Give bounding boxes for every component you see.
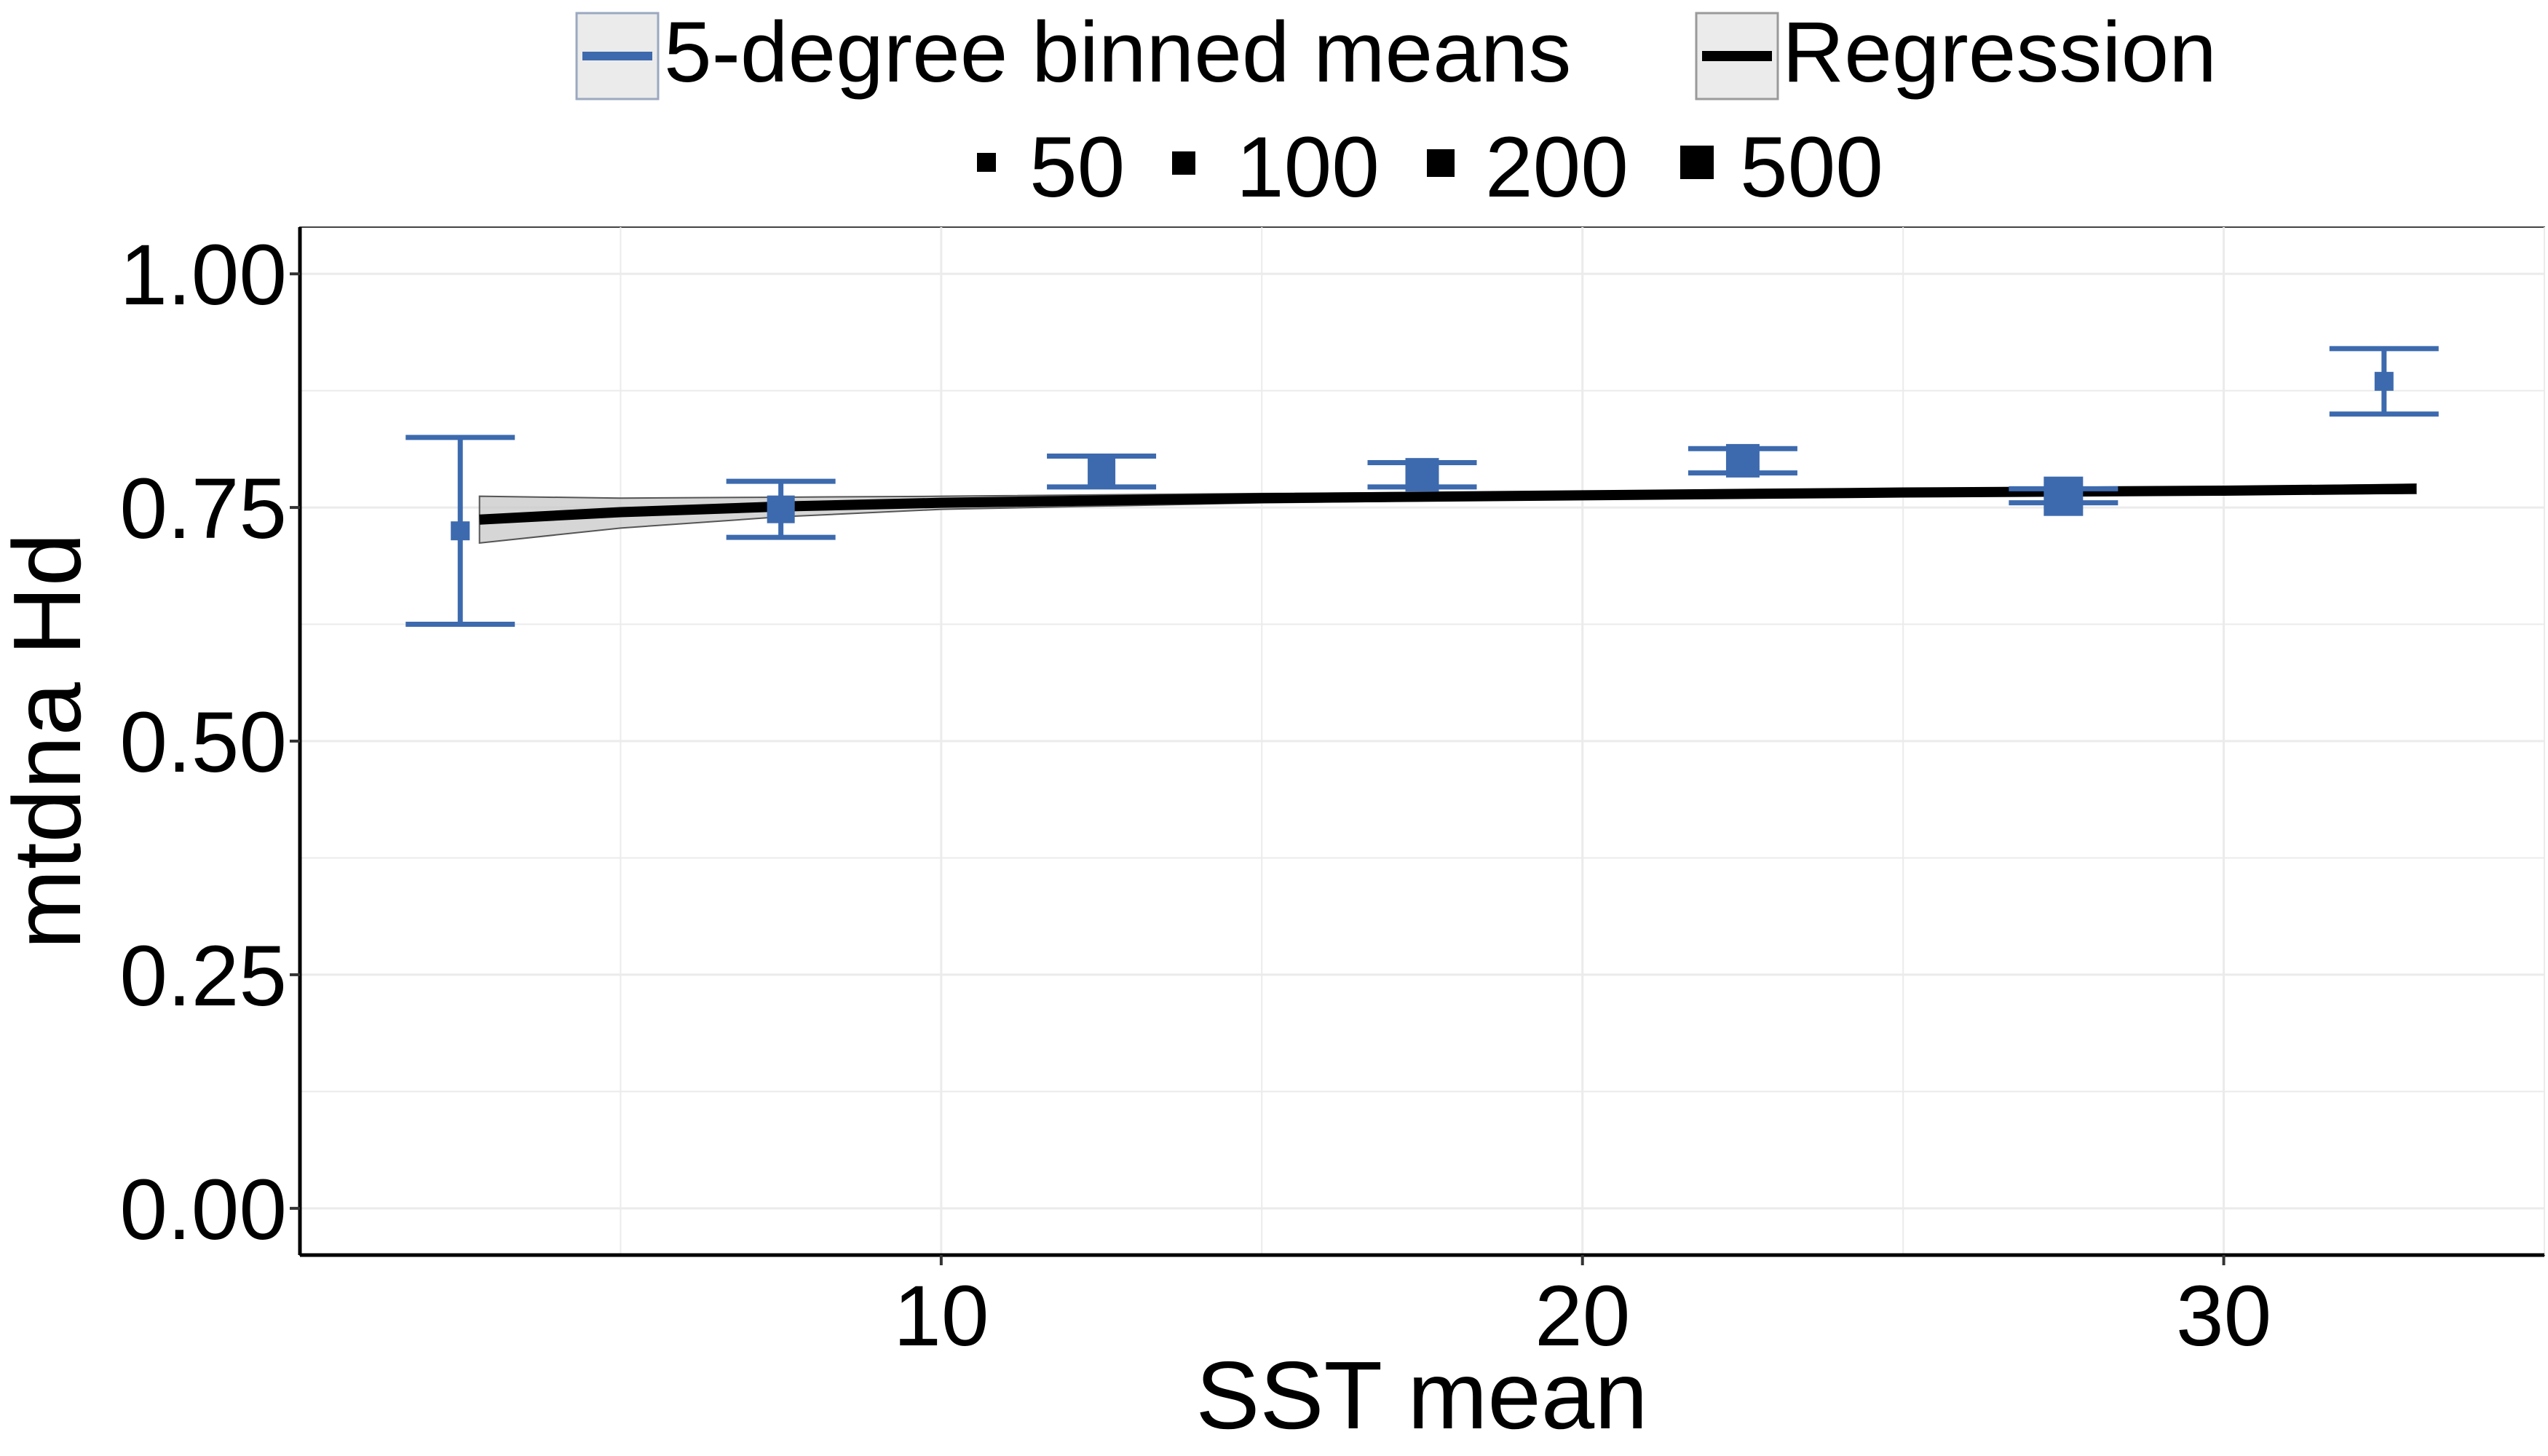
- legend-label-regression: Regression: [1782, 4, 2217, 100]
- legend-size-marker-100: [1172, 151, 1195, 175]
- grid: [300, 227, 2545, 1255]
- y-tick-label: 0.00: [119, 1162, 287, 1258]
- legend-size-label-100: 100: [1236, 119, 1380, 215]
- binned-mean-point-4: [1405, 458, 1439, 492]
- binned-mean-point-6: [2043, 476, 2084, 516]
- legend-size-marker-500: [1680, 146, 1714, 179]
- binned-mean-point-2: [767, 495, 795, 523]
- legend-row-series: 5-degree binned means Regression: [575, 4, 2217, 100]
- x-axis-title: SST mean: [1195, 1342, 1647, 1449]
- legend-row-size: 50 100 200 500: [977, 119, 1883, 215]
- legend-size-marker-200: [1427, 149, 1455, 177]
- binned-mean-point-5: [1725, 443, 1760, 478]
- legend-size-label-200: 200: [1485, 119, 1629, 215]
- binned-mean-point-7: [2374, 371, 2394, 391]
- legend: 5-degree binned means Regression 50 100 …: [575, 4, 2217, 215]
- legend-size-label-50: 50: [1029, 119, 1125, 215]
- legend-label-binned-means: 5-degree binned means: [664, 4, 1571, 100]
- x-tick-label: 10: [893, 1268, 989, 1364]
- y-tick-label: 0.50: [119, 695, 287, 791]
- y-tick-label: 0.75: [119, 461, 287, 557]
- binned-means-layer: [405, 346, 2439, 628]
- y-tick-label: 1.00: [119, 227, 287, 323]
- y-axis-ticks: 0.00 0.25 0.50 0.75 1.00: [119, 227, 300, 1258]
- legend-item-regression: Regression: [1695, 4, 2217, 100]
- y-tick-label: 0.25: [119, 928, 287, 1024]
- binned-mean-point-3: [1088, 458, 1116, 486]
- x-tick-label: 20: [1535, 1268, 1630, 1364]
- x-axis-ticks: 10 20 30: [893, 1255, 2271, 1364]
- binned-mean-point-1: [451, 521, 470, 541]
- y-axis-title: mtdna Hd: [0, 533, 100, 949]
- x-tick-label: 30: [2176, 1268, 2271, 1364]
- legend-item-binned-means: 5-degree binned means: [575, 4, 1571, 100]
- legend-size-marker-50: [977, 153, 996, 172]
- legend-size-label-500: 500: [1740, 119, 1883, 215]
